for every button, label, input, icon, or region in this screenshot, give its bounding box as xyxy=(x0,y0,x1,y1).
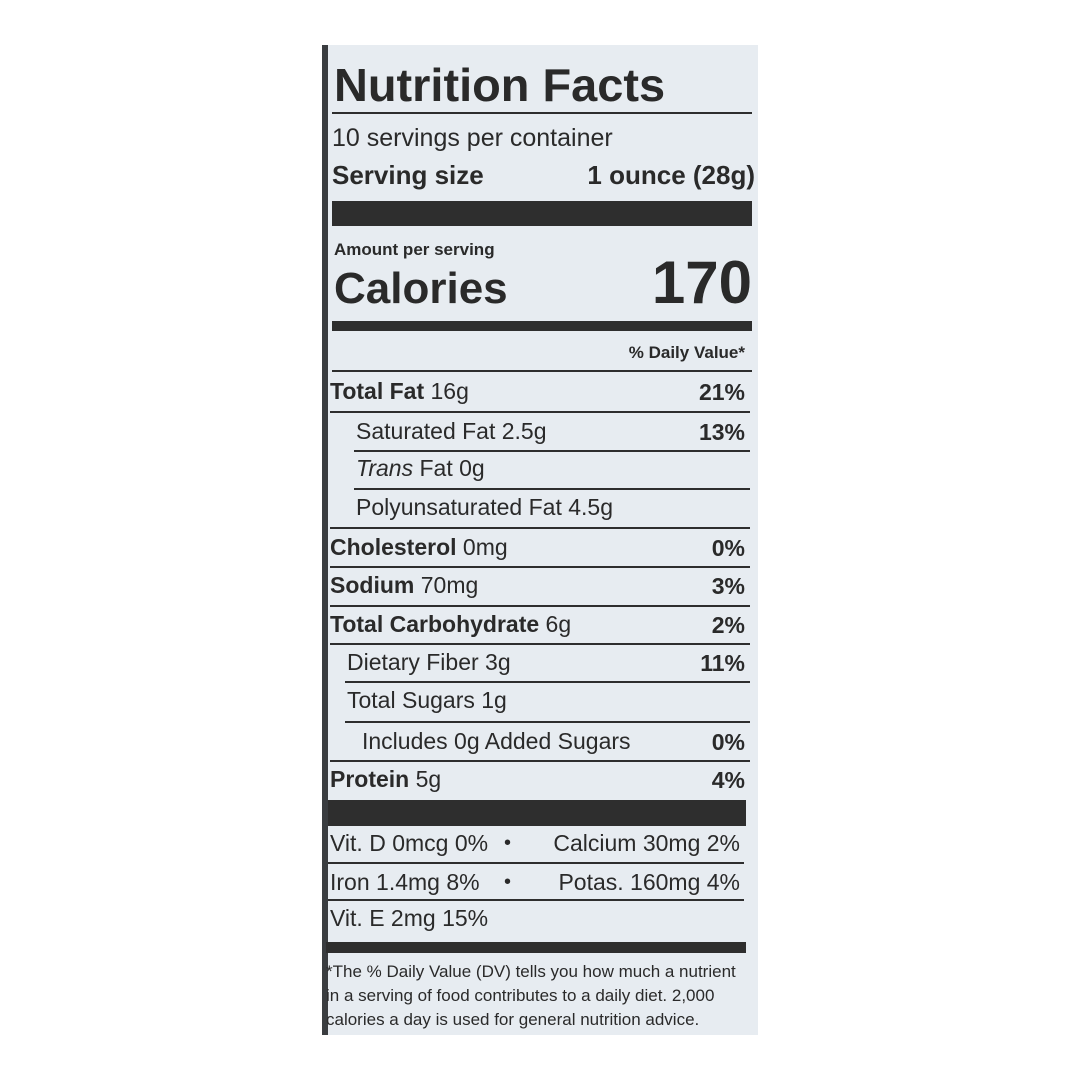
nutrient-name: Polyunsaturated Fat 4.5g xyxy=(356,496,613,519)
separator: • xyxy=(504,832,512,854)
text: Dietary Fiber xyxy=(347,649,479,675)
rule xyxy=(328,861,744,864)
separator: • xyxy=(504,871,512,893)
nutrient-name: Saturated Fat 2.5g xyxy=(356,420,547,443)
rule xyxy=(345,681,750,683)
rule xyxy=(332,112,752,114)
footnote: calories a day is used for general nutri… xyxy=(326,1009,700,1029)
daily-value: 21% xyxy=(698,378,745,405)
text: 2.5g xyxy=(501,418,547,444)
vitamin: Iron 1.4mg 8% xyxy=(330,868,480,895)
text: 1g xyxy=(481,687,507,713)
text: 16g xyxy=(430,378,469,404)
rule xyxy=(332,201,752,226)
title: Nutrition Facts xyxy=(334,59,666,111)
text: Total Carbohydrate xyxy=(330,611,540,637)
nutrient-name: Includes 0g Added Sugars xyxy=(362,730,631,753)
daily-value: 3% xyxy=(711,572,745,599)
nutrient-name: Protein 5g xyxy=(330,768,441,791)
nutrient-name: Total Sugars 1g xyxy=(347,689,507,712)
rule xyxy=(332,370,752,372)
text: Trans xyxy=(356,455,414,481)
rule xyxy=(354,487,750,490)
text: 0mg xyxy=(462,534,508,560)
servings: 10 servings per container xyxy=(332,123,613,152)
text: 4.5g xyxy=(568,494,613,520)
daily-value: 2% xyxy=(711,611,745,638)
text: 70mg xyxy=(420,572,479,598)
text: 5g xyxy=(415,766,442,792)
rule xyxy=(330,760,750,762)
text: Fat xyxy=(419,455,453,481)
vitamin: Calcium 30mg 2% xyxy=(553,829,740,856)
rule xyxy=(328,800,746,826)
rule xyxy=(345,720,750,723)
rule xyxy=(330,411,750,413)
text: Total Sugars xyxy=(347,687,475,713)
nutrient-name: Total Carbohydrate 6g xyxy=(330,613,571,636)
daily-value: 0% xyxy=(711,728,745,755)
calories-label: Calories xyxy=(334,264,508,313)
serving-size-value: 1 ounce (28g) xyxy=(587,160,755,190)
nutrient-name: Trans Fat 0g xyxy=(356,457,485,480)
text: Total Fat xyxy=(330,378,425,404)
text: Saturated Fat xyxy=(356,418,496,444)
rule xyxy=(330,643,750,645)
rule xyxy=(330,566,750,568)
daily-value: 11% xyxy=(700,649,745,676)
rule xyxy=(328,899,744,901)
vitamin: Vit. D 0mcg 0% xyxy=(330,829,489,856)
rule xyxy=(330,604,750,607)
calories-value: 170 xyxy=(651,249,752,316)
daily-value: 0% xyxy=(711,534,745,561)
rule xyxy=(330,527,750,529)
amount-per-serving: Amount per serving xyxy=(334,239,495,259)
rule xyxy=(326,942,746,953)
text: Polyunsaturated Fat xyxy=(356,494,562,520)
footnote: *The % Daily Value (DV) tells you how mu… xyxy=(326,961,736,981)
serving-size-label: Serving size xyxy=(332,160,484,190)
text: Sodium xyxy=(330,572,415,598)
nutrient-name: Sodium 70mg xyxy=(330,574,478,597)
text: 0g xyxy=(459,455,485,481)
rule xyxy=(354,449,750,452)
nutrient-name: Total Fat 16g xyxy=(330,380,469,403)
nutrient-name: Cholesterol 0mg xyxy=(330,536,508,559)
text: 3g xyxy=(485,649,511,675)
text: 6g xyxy=(545,611,572,637)
vitamin: Vit. E 2mg 15% xyxy=(330,904,489,931)
daily-value: 13% xyxy=(698,418,745,445)
nutrient-name: Dietary Fiber 3g xyxy=(347,651,511,674)
vitamin: Potas. 160mg 4% xyxy=(558,868,740,895)
rule xyxy=(332,321,752,331)
text: Includes 0g Added Sugars xyxy=(362,728,631,754)
daily-value: 4% xyxy=(711,766,745,793)
daily-value-header: % Daily Value* xyxy=(628,342,745,362)
text: Protein xyxy=(330,766,410,792)
text: Cholesterol xyxy=(330,534,457,560)
footnote: in a serving of food contributes to a da… xyxy=(326,985,715,1005)
